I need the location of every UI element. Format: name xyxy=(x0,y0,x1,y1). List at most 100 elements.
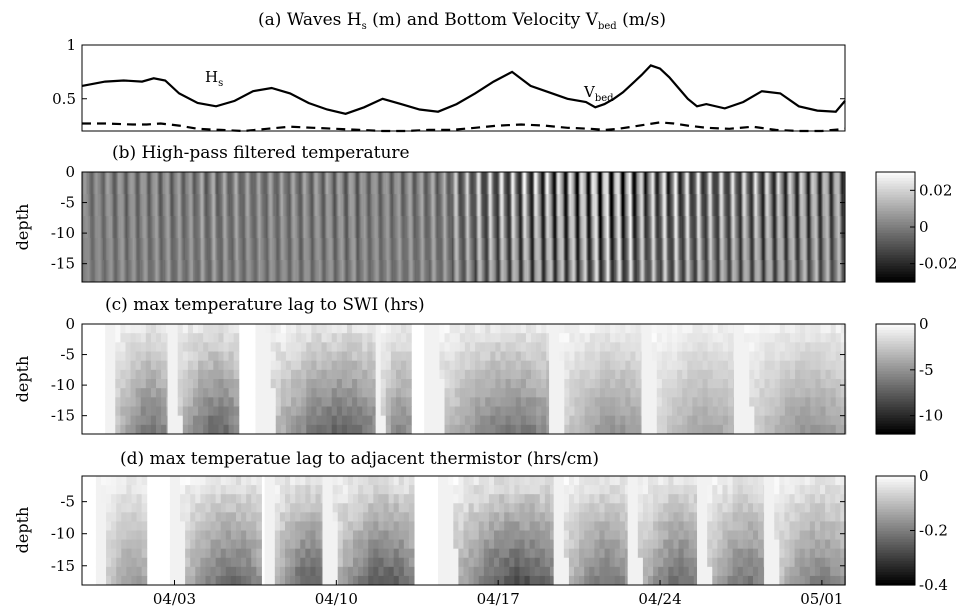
heatmap-cell xyxy=(490,406,496,417)
heatmap-cell xyxy=(278,238,281,261)
heatmap-cell xyxy=(426,216,429,239)
heatmap-cell xyxy=(354,216,357,239)
heatmap-cell xyxy=(116,172,119,195)
heatmap-cell xyxy=(284,260,286,283)
heatmap-cell xyxy=(536,397,542,407)
heatmap-cell xyxy=(765,238,767,261)
heatmap-cell xyxy=(161,194,164,217)
heatmap-cell xyxy=(760,216,763,239)
heatmap-cell xyxy=(641,238,644,261)
heatmap-cell xyxy=(291,360,297,371)
heatmap-cell xyxy=(606,216,609,239)
heatmap-cell xyxy=(549,360,555,371)
heatmap-cell xyxy=(630,369,637,380)
heatmap-cell xyxy=(461,194,463,217)
heatmap-cell xyxy=(734,397,740,407)
heatmap-cell xyxy=(762,238,765,261)
heatmap-cell xyxy=(439,260,441,283)
heatmap-cell xyxy=(291,333,297,343)
heatmap-cell xyxy=(510,351,517,362)
heatmap-cell xyxy=(632,194,634,217)
heatmap-cell xyxy=(735,194,737,217)
heatmap-cell xyxy=(253,238,255,261)
heatmap-cell xyxy=(811,260,814,283)
heatmap-cell xyxy=(670,260,672,283)
heatmap-cell xyxy=(739,172,742,195)
heatmap-cell xyxy=(531,194,534,217)
heatmap-cell xyxy=(255,342,261,352)
heatmap-cell xyxy=(492,260,494,283)
heatmap-cell xyxy=(332,260,335,283)
heatmap-cell xyxy=(135,324,142,334)
heatmap-cell xyxy=(92,238,94,261)
heatmap-cell xyxy=(643,194,646,217)
heatmap-cell xyxy=(265,415,272,426)
heatmap-cell xyxy=(142,216,144,239)
heatmap-cell xyxy=(530,172,533,195)
heatmap-cell xyxy=(616,238,618,261)
heatmap-cell xyxy=(161,216,164,239)
heatmap-cell xyxy=(399,194,402,217)
heatmap-cell xyxy=(592,216,595,239)
heatmap-cell xyxy=(233,379,240,389)
heatmap-cell xyxy=(404,216,407,239)
heatmap-cell xyxy=(314,194,316,217)
heatmap-cell xyxy=(573,260,575,283)
heatmap-cell xyxy=(371,216,373,239)
heatmap-cell xyxy=(436,260,439,283)
heatmap-cell xyxy=(812,260,815,283)
heatmap-cell xyxy=(241,216,244,239)
heatmap-cell xyxy=(734,333,740,343)
heatmap-cell xyxy=(285,406,292,417)
heatmap-cell xyxy=(228,406,235,417)
heatmap-cell xyxy=(620,238,623,261)
heatmap-cell xyxy=(264,238,267,261)
heatmap-cell xyxy=(275,324,282,334)
heatmap-cell xyxy=(537,194,540,217)
heatmap-cell xyxy=(677,333,683,343)
heatmap-cell xyxy=(759,406,766,417)
heatmap-cell xyxy=(462,172,464,195)
heatmap-cell xyxy=(641,388,648,398)
heatmap-cell xyxy=(701,194,704,217)
heatmap-cell xyxy=(728,216,730,239)
heatmap-cell xyxy=(709,194,712,217)
heatmap-cell xyxy=(105,342,111,352)
heatmap-cell xyxy=(390,351,397,362)
heatmap-cell xyxy=(409,216,411,239)
heatmap-cell xyxy=(347,238,350,261)
heatmap-cell xyxy=(290,216,292,239)
heatmap-cell xyxy=(436,194,439,217)
heatmap-cell xyxy=(434,194,437,217)
heatmap-cell xyxy=(746,238,749,261)
heatmap-cell xyxy=(140,342,147,352)
heatmap-cell xyxy=(783,260,786,283)
heatmap-cell xyxy=(749,194,751,217)
heatmap-cell xyxy=(753,194,756,217)
heatmap-cell xyxy=(349,216,351,239)
heatmap-cell xyxy=(553,238,556,261)
heatmap-cell xyxy=(270,351,277,362)
heatmap-cell xyxy=(357,172,359,195)
heatmap-cell xyxy=(105,238,107,261)
heatmap-cell xyxy=(341,369,348,380)
heatmap-cell xyxy=(691,216,693,239)
colorbar-cell xyxy=(876,246,915,250)
heatmap-cell xyxy=(192,172,195,195)
heatmap-cell xyxy=(520,194,522,217)
heatmap-cell xyxy=(327,216,329,239)
heatmap-cell xyxy=(99,260,101,283)
heatmap-cell xyxy=(569,406,575,417)
heatmap-cell xyxy=(475,360,481,371)
heatmap-cell xyxy=(534,216,536,239)
heatmap-cell xyxy=(619,260,622,283)
heatmap-cell xyxy=(262,238,264,261)
heatmap-cell xyxy=(121,194,123,217)
heatmap-cell xyxy=(766,260,768,283)
heatmap-cell xyxy=(744,216,746,239)
heatmap-cell xyxy=(453,260,455,283)
heatmap-cell xyxy=(751,172,753,195)
heatmap-cell xyxy=(208,424,214,435)
heatmap-cell xyxy=(819,260,822,283)
heatmap-cell xyxy=(341,388,348,398)
